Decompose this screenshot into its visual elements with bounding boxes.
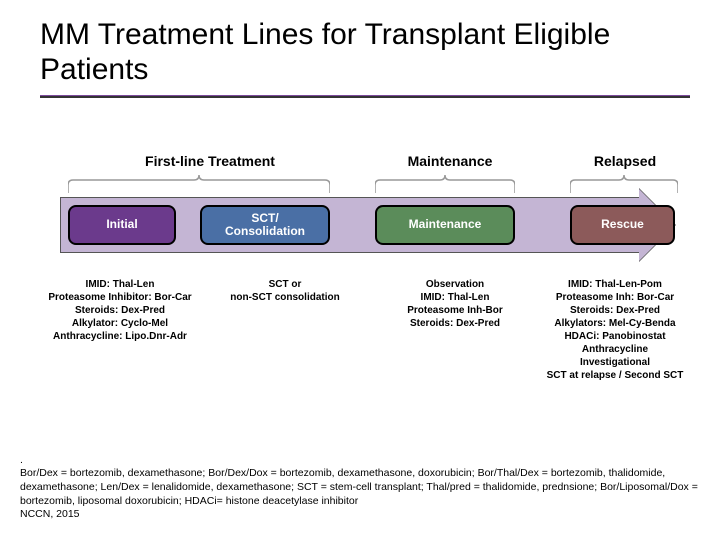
phase-maintenance: Maintenance [375,205,515,245]
header-firstline: First-line Treatment [75,153,345,169]
arrow-bar: Initial SCT/Consolidation Maintenance Re… [20,197,700,253]
detail-rescue: IMID: Thal-Len-PomProteasome Inh: Bor-Ca… [530,278,700,382]
footnote: .Bor/Dex = bortezomib, dexamethasone; Bo… [20,454,700,522]
header-relapsed: Relapsed [555,153,695,169]
bracket-maintenance [375,175,515,193]
phase-rescue: Rescue [570,205,675,245]
detail-sct: SCT ornon-SCT consolidation [210,278,360,382]
title-underline [40,95,690,98]
treatment-diagram: First-line Treatment Maintenance Relapse… [20,153,700,382]
detail-initial: IMID: Thal-LenProteasome Inhibitor: Bor-… [40,278,200,382]
phase-headers: First-line Treatment Maintenance Relapse… [20,153,700,169]
page-title: MM Treatment Lines for Transplant Eligib… [0,0,720,95]
detail-maintenance: ObservationIMID: Thal-LenProteasome Inh-… [385,278,525,382]
phase-sct-consolidation: SCT/Consolidation [200,205,330,245]
header-maintenance: Maintenance [380,153,520,169]
phase-details: IMID: Thal-LenProteasome Inhibitor: Bor-… [20,278,700,382]
bracket-firstline [68,175,330,193]
phase-initial: Initial [68,205,176,245]
